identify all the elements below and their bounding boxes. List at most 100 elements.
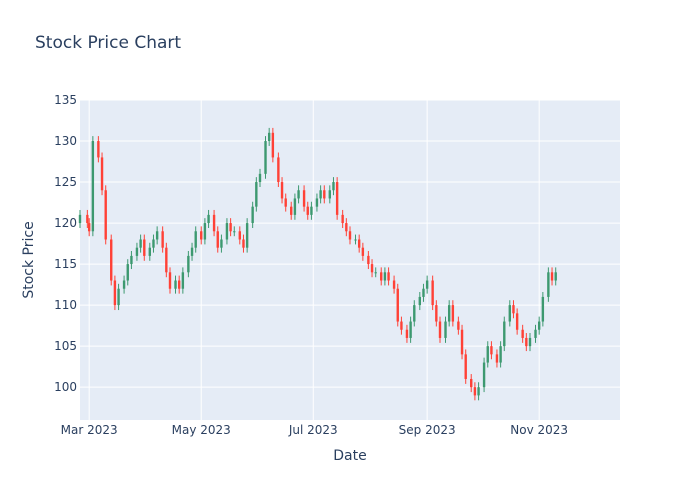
candle-body	[78, 214, 82, 224]
candle	[277, 152, 280, 187]
candle	[444, 316, 447, 343]
y-tick-label: 125	[54, 175, 77, 189]
candle	[181, 267, 185, 294]
candle	[104, 185, 107, 245]
candle-body	[242, 239, 245, 248]
candle	[528, 333, 532, 352]
y-axis-title: Stock Price	[21, 221, 37, 298]
candle-body	[216, 231, 219, 248]
candle-body	[168, 272, 172, 289]
candle-body	[332, 182, 335, 191]
candle-body	[255, 182, 258, 207]
candle	[477, 382, 480, 401]
candle-body	[245, 223, 249, 248]
candle-body	[354, 239, 357, 241]
candle-body	[418, 296, 421, 306]
y-tick-label: 100	[54, 380, 77, 394]
candle	[521, 324, 524, 343]
candle	[280, 177, 284, 204]
candle-body	[113, 280, 117, 306]
candle-body	[284, 198, 287, 207]
candle	[431, 275, 434, 311]
candle-body	[400, 321, 403, 330]
candle-body	[457, 321, 460, 330]
candle	[91, 136, 95, 237]
candle	[435, 300, 438, 327]
candle	[357, 234, 361, 253]
candle	[139, 234, 142, 253]
candle	[78, 209, 82, 228]
candle	[315, 193, 319, 212]
candle-body	[554, 272, 557, 281]
candle	[122, 275, 126, 294]
candle	[387, 267, 390, 286]
candle	[290, 201, 293, 220]
candle	[233, 226, 236, 237]
candle-body	[460, 329, 464, 355]
candle-body	[200, 231, 203, 240]
candle-body	[367, 255, 370, 265]
x-tick-label: May 2023	[172, 423, 231, 437]
candle-body	[380, 272, 383, 281]
x-tick-label: Nov 2023	[510, 423, 568, 437]
candle-body	[174, 280, 177, 289]
candle-body	[117, 288, 120, 306]
candle-body	[335, 182, 339, 215]
candle-body	[302, 190, 306, 207]
candle	[168, 267, 172, 294]
candle	[238, 226, 241, 245]
candle-body	[541, 296, 545, 322]
candle-body	[297, 190, 300, 199]
candle-body	[165, 247, 168, 273]
candle	[148, 242, 151, 261]
candle	[534, 324, 537, 343]
candle	[225, 218, 229, 245]
candle	[460, 324, 464, 360]
candle	[174, 275, 177, 294]
candle-body	[148, 247, 151, 256]
candle	[383, 267, 387, 286]
candle-body	[212, 214, 216, 232]
candle-body	[422, 288, 425, 297]
candle-body	[229, 223, 232, 232]
candle	[87, 218, 91, 237]
candle	[165, 242, 168, 278]
candle	[413, 300, 416, 327]
candle	[143, 234, 146, 261]
candle-body	[97, 141, 100, 158]
candle	[100, 152, 104, 196]
candle	[194, 226, 197, 253]
candle	[537, 316, 541, 335]
candle-body	[251, 206, 254, 224]
candle-body	[438, 321, 442, 338]
candle-body	[550, 272, 554, 281]
candle-body	[181, 272, 185, 289]
candle	[418, 292, 421, 311]
y-tick-label: 105	[54, 339, 77, 353]
candle-body	[238, 231, 241, 240]
candle-body	[122, 280, 126, 289]
candle	[271, 127, 275, 163]
candle	[113, 275, 117, 311]
candle	[422, 283, 425, 302]
candle	[110, 234, 113, 286]
candle-body	[499, 346, 502, 363]
candle	[495, 349, 499, 368]
candles	[78, 127, 557, 401]
candle-body	[348, 231, 352, 240]
candle-body	[473, 387, 477, 396]
candle	[203, 218, 207, 245]
candle-body	[104, 190, 107, 240]
candle	[473, 382, 477, 401]
candle	[117, 283, 120, 311]
candle	[335, 177, 339, 220]
candle-body	[528, 337, 532, 347]
tick-labels: 100 105 110 115 120 125 130 135 Mar 2023 May 2023…	[54, 93, 568, 437]
candle	[328, 185, 331, 204]
candle	[190, 242, 194, 261]
candle-body	[323, 190, 326, 199]
candle-body	[110, 239, 113, 281]
candle-body	[490, 346, 493, 355]
